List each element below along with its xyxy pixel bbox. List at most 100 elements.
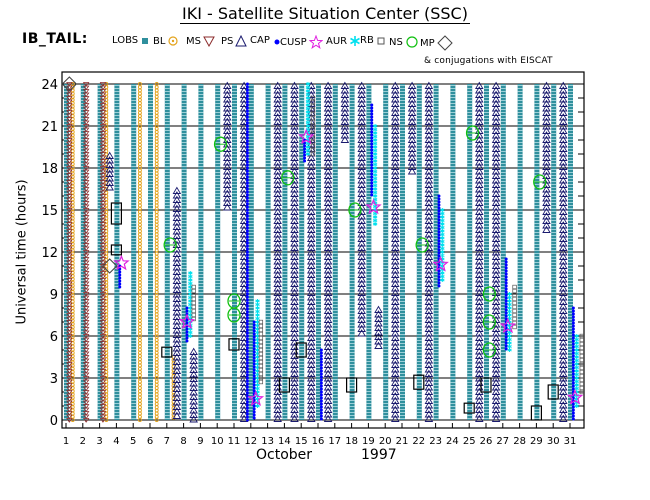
cap-column [245, 82, 249, 422]
legend-item-ns: NS [389, 35, 419, 49]
ms-column [82, 82, 90, 423]
diamond-icon [436, 35, 453, 51]
lobs-pattern [198, 85, 204, 419]
mp-marker [101, 258, 118, 274]
lobs-pattern [349, 85, 355, 419]
legend-item-cap: CAP [250, 35, 282, 46]
x-tick-label: 15 [295, 436, 308, 447]
x-tick-label: 3 [96, 436, 102, 447]
lobs-pattern [517, 85, 523, 419]
eiscat-box [530, 405, 543, 421]
x-tick-label: 8 [180, 436, 186, 447]
cusp-marker [247, 390, 265, 407]
ps-column [340, 81, 350, 143]
x-tick-label: 9 [197, 436, 203, 447]
ns-marker [213, 136, 228, 152]
ns-marker [281, 170, 295, 186]
eiscat-box [463, 402, 475, 414]
ps-column [105, 151, 114, 191]
x-tick-label: 7 [164, 436, 170, 447]
rb-column [512, 284, 517, 330]
lobs-bar [433, 84, 439, 420]
lobs-bar [215, 84, 221, 420]
lobs-bar [500, 84, 506, 420]
bl-column [154, 82, 159, 422]
cusp-marker [432, 255, 449, 272]
ns-marker [482, 286, 497, 302]
ps-column [390, 81, 400, 422]
x-tick-label: 4 [113, 436, 119, 447]
chart-title: IKI - Satellite Situation Center (SSC) [180, 4, 470, 24]
rb-column [579, 333, 584, 395]
lobs-bar [416, 84, 422, 420]
ps-column [424, 81, 434, 422]
bl-column [104, 82, 109, 422]
ps-column [290, 81, 299, 422]
cusp-marker [365, 198, 382, 215]
cusp-marker [566, 388, 584, 405]
legend-label-bl: BL [153, 35, 166, 47]
lobs-bar [299, 84, 305, 420]
lobs-bar [400, 84, 405, 420]
ps-column [357, 81, 366, 337]
lobs-bar [248, 84, 254, 420]
lobs-bar [282, 84, 288, 420]
lobs-pattern [534, 85, 540, 419]
aur-column [574, 334, 579, 408]
ps-column [491, 81, 501, 422]
lobs-pattern [164, 85, 170, 419]
x-tick-label: 21 [396, 436, 409, 447]
lobs-bar [551, 84, 557, 420]
square-open-icon [377, 37, 385, 44]
x-tick-label: 19 [362, 436, 375, 447]
lobs-pattern [416, 85, 422, 419]
lobs-pattern [215, 85, 221, 419]
cusp-marker [113, 254, 130, 271]
x-tick-label: 16 [312, 436, 325, 447]
legend-item-ps: PS [221, 35, 248, 47]
lobs-bar [383, 84, 389, 420]
lobs-pattern [383, 85, 389, 419]
lobs-pattern [467, 85, 473, 419]
rb-column [258, 319, 264, 385]
x-tick-label: 11 [228, 436, 241, 447]
lobs-bar [64, 84, 69, 420]
x-tick-label: 18 [345, 436, 358, 447]
x-tick-label: 30 [547, 436, 560, 447]
lobs-pattern [131, 85, 137, 419]
ns-marker [533, 174, 547, 190]
ns-marker [348, 202, 362, 218]
lobs-bar [534, 84, 540, 420]
x-tick-label: 10 [211, 436, 224, 447]
lobs-bar [232, 84, 237, 420]
legend-label-ms: MS [186, 35, 201, 47]
lobs-bar [181, 84, 187, 420]
lobs-bar [198, 84, 204, 420]
legend-label-mp: MP [420, 37, 435, 49]
eiscat-box [295, 342, 307, 358]
lobs-pattern [400, 85, 405, 419]
x-axis-label: October [256, 447, 313, 463]
lobs-bar [349, 84, 355, 420]
x-tick-label: 28 [513, 436, 526, 447]
eiscat-box [480, 377, 492, 393]
eiscat-box [413, 374, 425, 390]
lobs-bar [517, 84, 523, 420]
y-tick-label: 9 [50, 288, 58, 303]
legend-label-aur: AUR [326, 35, 348, 47]
y-tick-label: 0 [50, 414, 58, 429]
lobs-bar [366, 84, 372, 420]
ps-column [374, 305, 383, 349]
asterisk-icon [350, 36, 360, 46]
x-tick-label: 14 [278, 436, 291, 447]
legend-item-ms: MS [186, 35, 215, 47]
legend-item-mp: MP [420, 35, 453, 51]
eiscat-box [161, 346, 173, 358]
x-tick-label: 2 [80, 436, 86, 447]
ps-column [558, 81, 568, 422]
ps-column [306, 81, 316, 422]
ps-column [222, 81, 232, 211]
ps-column [407, 81, 417, 175]
x-tick-label: 29 [530, 436, 543, 447]
triangle-up-icon [235, 35, 248, 47]
